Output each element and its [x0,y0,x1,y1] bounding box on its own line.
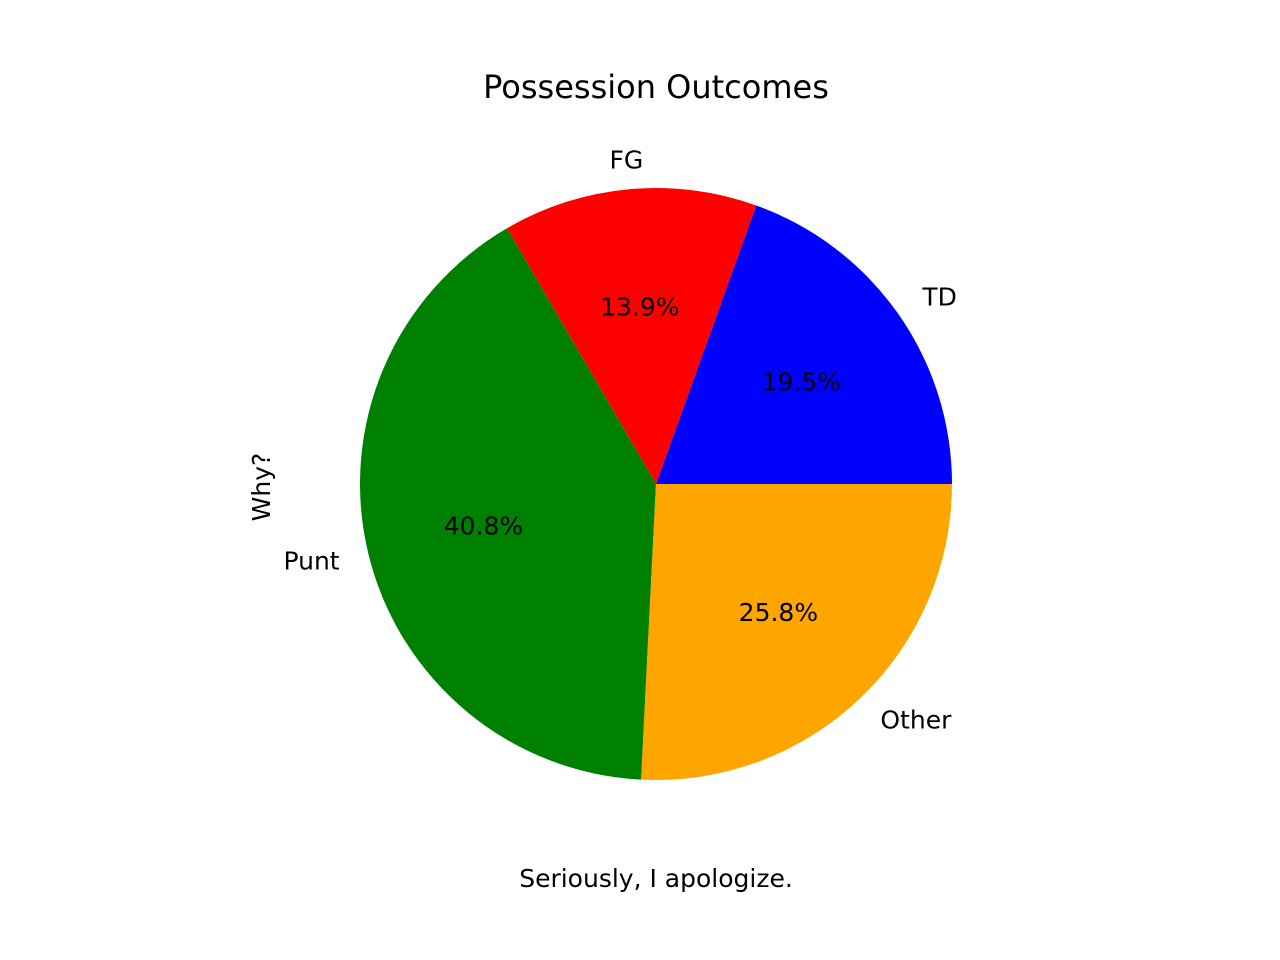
pie-slice-fg [506,188,757,485]
chart-title: Possession Outcomes [483,68,829,106]
pie-pct-label-fg: 13.9% [600,293,679,322]
pie-label-punt: Punt [283,547,339,576]
pie-label-fg: FG [609,145,643,174]
pie-label-td: TD [921,282,957,311]
pie-slice-other [641,484,952,781]
pie-slice-punt [359,228,656,780]
pie-slice-td [656,205,952,484]
pie-pct-label-td: 19.5% [762,367,841,396]
pie-pct-label-punt: 40.8% [444,512,523,541]
y-axis-label: Why? [247,453,276,522]
x-axis-label: Seriously, I apologize. [519,864,793,893]
pie-slices [359,188,952,781]
pie-label-other: Other [880,705,952,734]
pie-pct-label-other: 25.8% [739,598,818,627]
pie-labels: 19.5% TD 13.9% FG 40.8% Punt 25.8% Other [283,145,956,734]
